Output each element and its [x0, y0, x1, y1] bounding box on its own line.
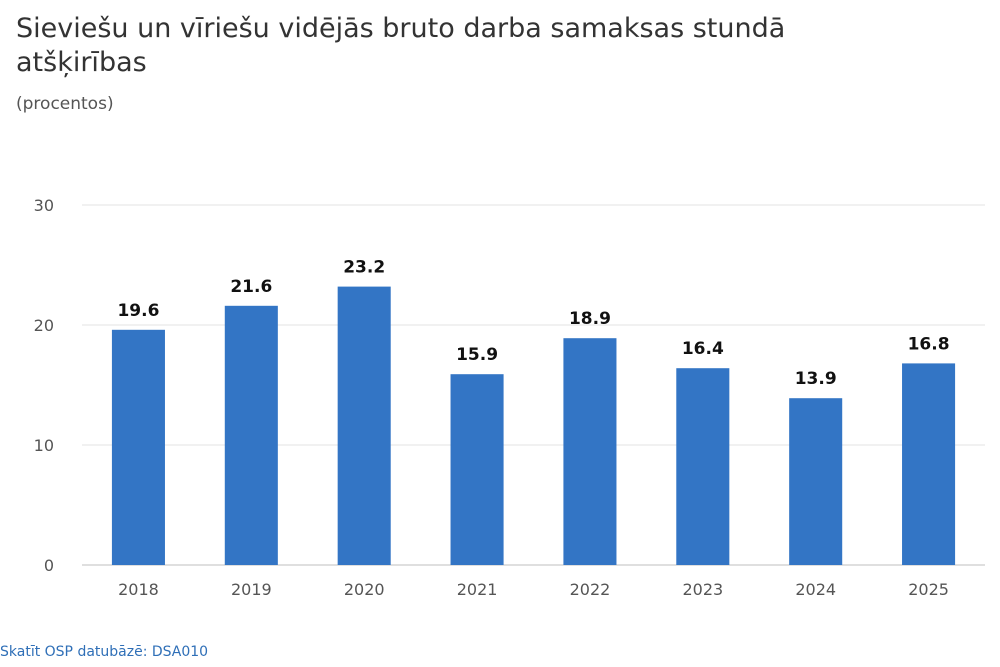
bar-chart: 0 10 20 30 19.6 21.6 23.2 15.9 18.9 16.4 13.9 16.8…: [34, 196, 985, 599]
data-label-2021: 15.9: [456, 345, 498, 365]
data-label-2019: 21.6: [230, 277, 272, 297]
x-tick-label: 2025: [908, 580, 949, 599]
gridlines: [82, 204, 985, 566]
x-tick-label: 2024: [795, 580, 836, 599]
data-label-2020: 23.2: [343, 258, 385, 278]
x-tick-label: 2018: [118, 580, 159, 599]
y-tick-label: 20: [34, 316, 54, 335]
x-tick-label: 2023: [682, 580, 723, 599]
data-label-2018: 19.6: [117, 301, 159, 321]
x-tick-label: 2019: [231, 580, 272, 599]
y-tick-label: 10: [34, 436, 54, 455]
data-label-2025: 16.8: [908, 334, 950, 354]
x-tick-label: 2020: [344, 580, 385, 599]
bar-2022[interactable]: [563, 338, 617, 565]
bar-2019[interactable]: [224, 305, 278, 565]
x-tick-label: 2021: [457, 580, 498, 599]
bar-2018[interactable]: [111, 329, 165, 565]
data-label-2024: 13.9: [795, 369, 837, 389]
data-labels: 19.6 21.6 23.2 15.9 18.9 16.4 13.9 16.8: [117, 258, 949, 390]
data-label-2022: 18.9: [569, 309, 611, 329]
x-tick-label: 2022: [570, 580, 611, 599]
y-tick-label: 30: [34, 196, 54, 215]
bar-2023[interactable]: [676, 368, 730, 565]
bars: [111, 286, 956, 565]
data-label-2023: 16.4: [682, 339, 724, 359]
x-axis-ticks: 2018 2019 2020 2021 2022 2023 2024 2025: [118, 580, 949, 599]
source-database-link[interactable]: Skatīt OSP datubāzē: DSA010: [0, 644, 209, 660]
bar-2024[interactable]: [789, 398, 843, 565]
bar-2025[interactable]: [902, 363, 956, 565]
y-tick-label: 0: [44, 556, 54, 575]
chart-subtitle: (procentos): [16, 94, 114, 114]
bar-2020[interactable]: [337, 286, 391, 565]
y-axis-ticks: 0 10 20 30: [34, 196, 54, 575]
chart-title: Sieviešu un vīriešu vidējās bruto darba …: [16, 13, 786, 78]
bar-2021[interactable]: [450, 374, 504, 565]
